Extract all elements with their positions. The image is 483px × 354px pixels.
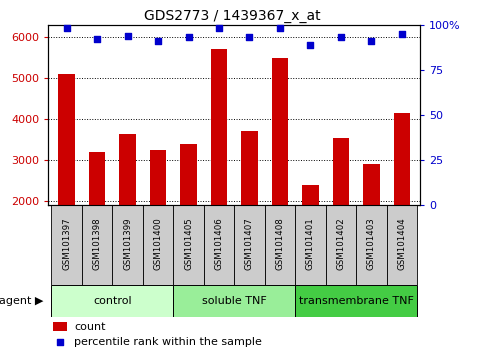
- Text: transmembrane TNF: transmembrane TNF: [299, 296, 413, 306]
- Point: [246, 35, 254, 40]
- Point: [185, 35, 192, 40]
- Bar: [302, 185, 319, 283]
- Point: [124, 33, 131, 39]
- Text: GSM101408: GSM101408: [275, 217, 284, 270]
- Bar: [333, 138, 349, 283]
- Bar: [150, 150, 167, 283]
- Bar: [82, 205, 113, 285]
- Bar: [326, 205, 356, 285]
- Bar: [89, 152, 105, 283]
- Text: agent ▶: agent ▶: [0, 296, 43, 306]
- Point: [215, 25, 223, 31]
- Text: GSM101406: GSM101406: [214, 217, 224, 270]
- Point: [154, 38, 162, 44]
- Text: soluble TNF: soluble TNF: [202, 296, 267, 306]
- Text: GSM101398: GSM101398: [93, 217, 101, 270]
- Text: GSM101403: GSM101403: [367, 217, 376, 270]
- Point: [276, 25, 284, 31]
- Point: [93, 36, 101, 42]
- Bar: [265, 205, 295, 285]
- Bar: [113, 205, 143, 285]
- Text: GSM101407: GSM101407: [245, 217, 254, 270]
- Text: GSM101405: GSM101405: [184, 217, 193, 270]
- Bar: [295, 285, 417, 317]
- Bar: [211, 50, 227, 283]
- Bar: [173, 285, 295, 317]
- Bar: [363, 164, 380, 283]
- Point: [398, 31, 406, 37]
- Text: GSM101404: GSM101404: [398, 217, 406, 270]
- Bar: [51, 285, 173, 317]
- Bar: [356, 205, 387, 285]
- Bar: [387, 205, 417, 285]
- Text: GSM101399: GSM101399: [123, 217, 132, 270]
- Bar: [295, 205, 326, 285]
- Point: [337, 35, 345, 40]
- Bar: [234, 205, 265, 285]
- Bar: [58, 74, 75, 283]
- Bar: [180, 144, 197, 283]
- Text: GDS2773 / 1439367_x_at: GDS2773 / 1439367_x_at: [143, 9, 320, 23]
- Bar: [119, 133, 136, 283]
- Bar: [51, 205, 82, 285]
- Point: [307, 42, 314, 47]
- Text: GSM101397: GSM101397: [62, 217, 71, 270]
- Text: control: control: [93, 296, 132, 306]
- Bar: [173, 205, 204, 285]
- Bar: [271, 58, 288, 283]
- Point: [368, 38, 375, 44]
- Text: GSM101400: GSM101400: [154, 217, 163, 270]
- Text: percentile rank within the sample: percentile rank within the sample: [74, 337, 262, 348]
- Bar: [241, 131, 258, 283]
- Point: [63, 25, 71, 31]
- Bar: [143, 205, 173, 285]
- Bar: [204, 205, 234, 285]
- Text: count: count: [74, 321, 106, 332]
- Text: GSM101402: GSM101402: [337, 217, 345, 270]
- Bar: [53, 322, 67, 331]
- Bar: [394, 113, 410, 283]
- Text: GSM101401: GSM101401: [306, 217, 315, 270]
- Point: [56, 340, 64, 346]
